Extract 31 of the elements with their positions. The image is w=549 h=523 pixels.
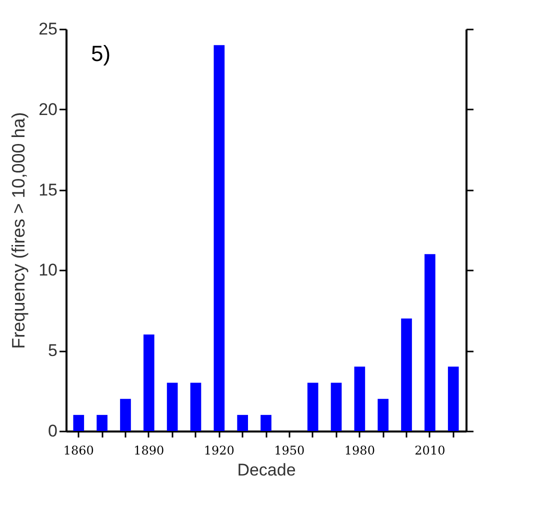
x-tick-label: 1860 — [63, 444, 94, 458]
x-tick-label: 1980 — [344, 444, 375, 458]
bar — [307, 382, 318, 431]
bar — [424, 254, 436, 431]
y-tick-label: 0 — [48, 422, 58, 440]
bar — [73, 414, 84, 431]
bar — [401, 318, 412, 431]
y-tick-label: 20 — [38, 100, 58, 119]
bar — [96, 414, 108, 431]
y-tick-label: 5 — [48, 341, 58, 360]
bar — [143, 334, 154, 431]
bar — [354, 366, 366, 431]
bar — [330, 382, 342, 431]
y-tick-label: 25 — [38, 20, 58, 38]
bar — [190, 382, 202, 431]
annotation: 5) — [91, 41, 111, 66]
x-tick-label: 1920 — [204, 444, 234, 458]
x-tick-label: 1950 — [274, 444, 305, 458]
bar — [448, 366, 459, 431]
x-axis-title: Decade — [237, 460, 296, 480]
bar — [120, 398, 131, 431]
bar — [166, 382, 178, 431]
bar — [237, 414, 248, 431]
x-tick-label: 2010 — [414, 444, 446, 458]
x-tick-label: 1890 — [134, 444, 164, 458]
y-tick-label: 10 — [38, 260, 58, 280]
y-tick-label: 15 — [38, 180, 58, 200]
y-axis-title: Frequency (fires > 10,000 ha) — [8, 112, 29, 349]
bar — [378, 398, 389, 431]
bar — [260, 414, 272, 431]
bar — [214, 45, 225, 431]
